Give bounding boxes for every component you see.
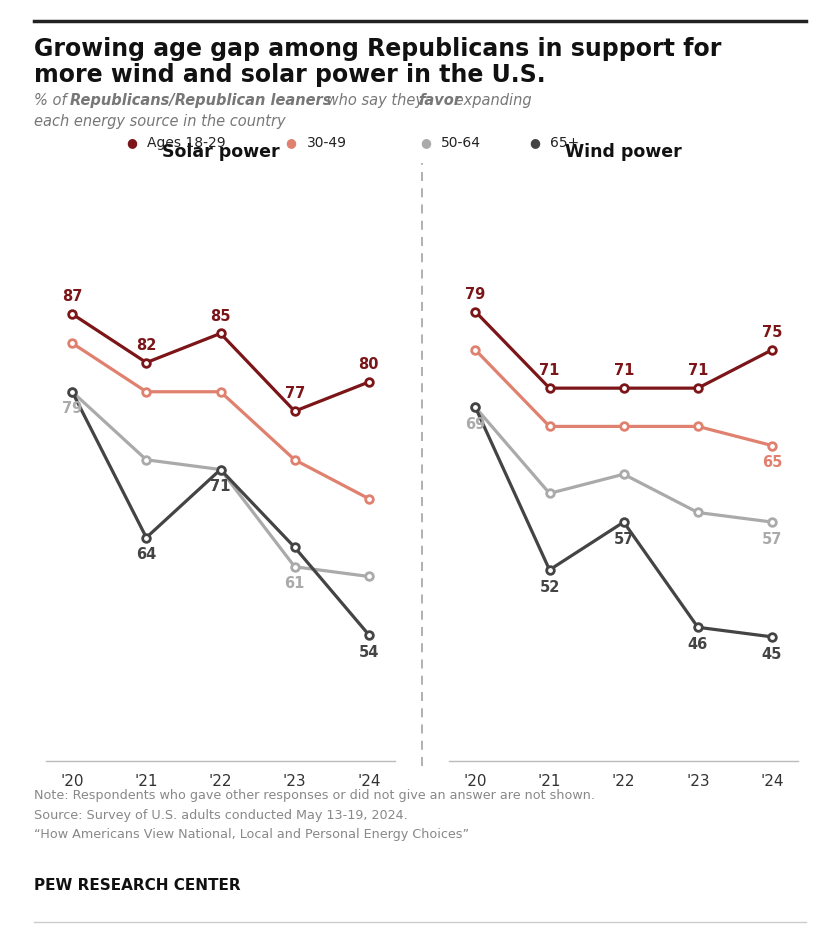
Text: 54: 54 xyxy=(359,644,379,659)
Text: 61: 61 xyxy=(285,576,305,591)
Text: 46: 46 xyxy=(688,637,708,652)
Text: 75: 75 xyxy=(762,325,782,340)
Text: 71: 71 xyxy=(210,479,231,494)
Text: 69: 69 xyxy=(465,417,486,432)
Text: 79: 79 xyxy=(465,287,486,302)
Text: who say they: who say they xyxy=(322,93,428,108)
Text: more wind and solar power in the U.S.: more wind and solar power in the U.S. xyxy=(34,63,545,87)
Text: Source: Survey of U.S. adults conducted May 13-19, 2024.: Source: Survey of U.S. adults conducted … xyxy=(34,809,407,822)
Text: each energy source in the country: each energy source in the country xyxy=(34,114,286,129)
Text: ●: ● xyxy=(420,136,431,149)
Text: 52: 52 xyxy=(539,580,559,595)
Text: 80: 80 xyxy=(359,358,379,373)
Text: % of: % of xyxy=(34,93,71,108)
Title: Wind power: Wind power xyxy=(565,143,682,161)
Text: ●: ● xyxy=(126,136,137,149)
Text: PEW RESEARCH CENTER: PEW RESEARCH CENTER xyxy=(34,878,240,893)
Text: “How Americans View National, Local and Personal Energy Choices”: “How Americans View National, Local and … xyxy=(34,828,469,842)
Title: Solar power: Solar power xyxy=(161,143,280,161)
Text: expanding: expanding xyxy=(450,93,532,108)
Text: 57: 57 xyxy=(613,531,634,546)
Text: 71: 71 xyxy=(688,363,708,378)
Text: 85: 85 xyxy=(210,308,231,324)
Text: 79: 79 xyxy=(62,402,82,417)
Text: Growing age gap among Republicans in support for: Growing age gap among Republicans in sup… xyxy=(34,37,721,62)
Text: 87: 87 xyxy=(62,290,82,304)
Text: 71: 71 xyxy=(539,363,559,378)
Text: favor: favor xyxy=(418,93,461,108)
Text: 71: 71 xyxy=(613,363,634,378)
Text: Ages 18-29: Ages 18-29 xyxy=(147,136,226,149)
Text: 57: 57 xyxy=(762,531,782,546)
Text: Republicans/Republican leaners: Republicans/Republican leaners xyxy=(70,93,331,108)
Text: 30-49: 30-49 xyxy=(307,136,347,149)
Text: ●: ● xyxy=(529,136,540,149)
Text: Note: Respondents who gave other responses or did not give an answer are not sho: Note: Respondents who gave other respons… xyxy=(34,789,595,802)
Text: 50-64: 50-64 xyxy=(441,136,481,149)
Text: 65+: 65+ xyxy=(550,136,580,149)
Text: 45: 45 xyxy=(762,646,782,661)
Text: 71: 71 xyxy=(210,479,231,494)
Text: ●: ● xyxy=(286,136,297,149)
Text: 65: 65 xyxy=(762,455,782,470)
Text: 82: 82 xyxy=(136,338,156,353)
Text: 77: 77 xyxy=(285,387,305,402)
Text: 64: 64 xyxy=(136,547,156,562)
